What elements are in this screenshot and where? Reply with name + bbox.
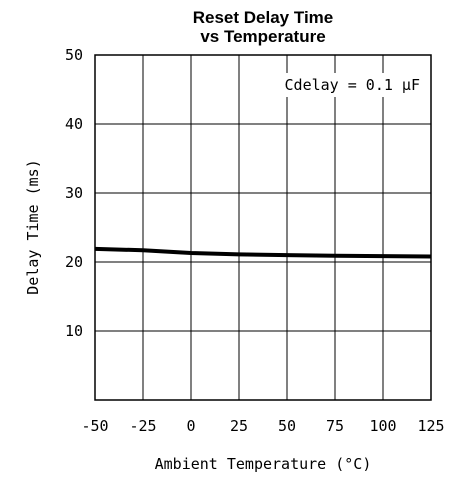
series-line [94, 246, 432, 259]
x-axis-label: Ambient Temperature (°C) [155, 455, 372, 473]
chart-title-line-2: vs Temperature [200, 27, 325, 46]
ticks: -50 -25 0 25 50 75 100 125 10 20 30 40 50 [65, 46, 445, 435]
y-tick-label: 50 [65, 46, 83, 64]
y-axis-label: Delay Time (ms) [24, 159, 42, 294]
annotation-background [278, 73, 426, 97]
plot-area [94, 54, 432, 401]
x-tick-label: 25 [230, 417, 248, 435]
annotation-cdelay: Cdelay = 0.1 μF [285, 76, 420, 94]
y-tick-label: 20 [65, 253, 83, 271]
x-tick-label: 125 [417, 417, 444, 435]
x-tick-label: 75 [326, 417, 344, 435]
y-tick-label: 40 [65, 115, 83, 133]
x-tick-label: 100 [369, 417, 396, 435]
x-tick-label: -50 [81, 417, 108, 435]
x-tick-label: 0 [186, 417, 195, 435]
chart-title-line-1: Reset Delay Time [193, 8, 333, 27]
x-tick-label: -25 [129, 417, 156, 435]
grid [94, 54, 432, 400]
series-group [94, 246, 432, 259]
y-tick-label: 10 [65, 322, 83, 340]
y-tick-label: 30 [65, 184, 83, 202]
x-tick-label: 50 [278, 417, 296, 435]
